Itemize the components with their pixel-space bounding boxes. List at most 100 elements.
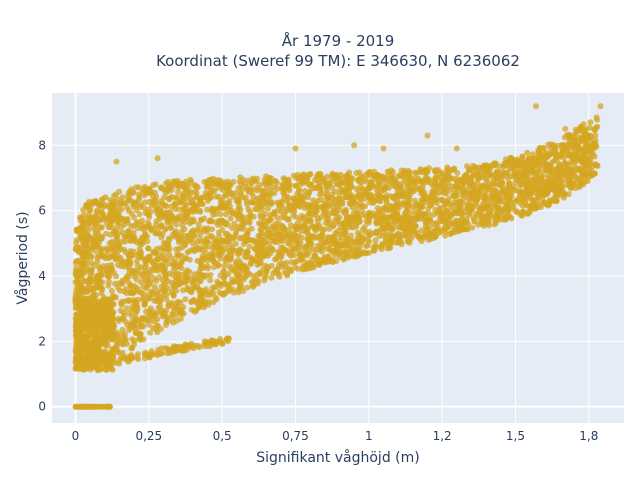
data-point [140, 186, 147, 192]
data-point [128, 318, 135, 325]
data-point [175, 206, 182, 213]
data-point [463, 190, 470, 197]
data-point [489, 192, 495, 199]
data-point [302, 243, 309, 250]
data-point [442, 232, 449, 239]
data-point [73, 341, 80, 348]
data-point [587, 150, 594, 156]
data-point [221, 193, 228, 200]
data-point [212, 211, 219, 217]
data-point [184, 286, 191, 293]
data-point [433, 196, 440, 203]
data-point [138, 279, 145, 286]
data-point [403, 170, 410, 177]
data-point [451, 226, 458, 233]
data-point [481, 183, 488, 189]
y-tick-label: 0 [38, 400, 46, 414]
data-point [82, 243, 89, 250]
data-point [221, 290, 228, 297]
data-point [509, 200, 515, 206]
data-point [382, 231, 389, 238]
data-point [164, 219, 171, 226]
data-point [140, 239, 147, 246]
data-point [72, 403, 79, 410]
data-point [118, 301, 125, 308]
data-point [127, 282, 134, 288]
data-point [359, 208, 366, 215]
data-point [207, 272, 214, 278]
data-point [99, 334, 106, 341]
data-point [491, 201, 498, 208]
data-point [298, 213, 305, 219]
data-point [184, 343, 191, 350]
data-point [169, 311, 176, 318]
data-point [191, 189, 198, 195]
data-point [265, 246, 271, 253]
data-point [428, 230, 435, 237]
data-point [100, 253, 107, 260]
data-point [292, 238, 299, 245]
data-point [73, 265, 80, 272]
data-point [156, 274, 163, 280]
data-point [92, 233, 99, 240]
data-point [204, 179, 211, 186]
data-point [491, 171, 498, 178]
data-point [528, 189, 535, 196]
data-point [165, 278, 171, 285]
data-point [118, 206, 125, 213]
data-point [235, 197, 242, 204]
data-point [91, 334, 98, 341]
data-point [423, 178, 430, 185]
data-point [314, 204, 321, 211]
data-point [285, 240, 291, 247]
data-point [560, 142, 567, 149]
data-point [412, 197, 418, 204]
data-point [231, 247, 238, 254]
data-point [103, 215, 109, 222]
data-point [100, 349, 107, 356]
data-point [131, 236, 138, 243]
data-point [467, 180, 474, 186]
data-point [557, 169, 564, 176]
data-point [571, 136, 578, 143]
data-point [189, 209, 196, 215]
data-point [474, 196, 481, 203]
data-point [285, 185, 292, 192]
data-point [587, 119, 594, 126]
data-point [358, 173, 365, 180]
data-point [211, 258, 218, 265]
data-point [551, 168, 557, 175]
data-point [231, 289, 237, 296]
data-point [553, 191, 560, 198]
data-point [86, 250, 93, 256]
data-point [82, 403, 89, 410]
data-point [287, 268, 294, 274]
data-point [238, 283, 245, 290]
data-point [479, 221, 485, 227]
data-point [310, 246, 317, 253]
data-point [394, 189, 401, 196]
data-point [321, 226, 328, 233]
data-point [236, 178, 243, 185]
data-point [145, 351, 152, 358]
data-point [77, 257, 84, 264]
data-point [485, 210, 491, 217]
data-point [353, 223, 360, 230]
data-point [317, 235, 324, 242]
data-point [248, 180, 255, 187]
data-point [297, 198, 304, 205]
data-point [393, 200, 400, 207]
data-point [144, 210, 151, 217]
data-point [178, 233, 185, 240]
data-point [166, 270, 173, 277]
data-point [257, 211, 264, 218]
data-point [140, 224, 147, 230]
data-point [180, 194, 187, 201]
data-point [387, 179, 394, 186]
data-point [357, 251, 363, 258]
data-point [324, 258, 331, 265]
data-point [205, 265, 211, 272]
data-point [319, 231, 326, 237]
data-point [174, 263, 181, 270]
data-point [351, 142, 358, 149]
